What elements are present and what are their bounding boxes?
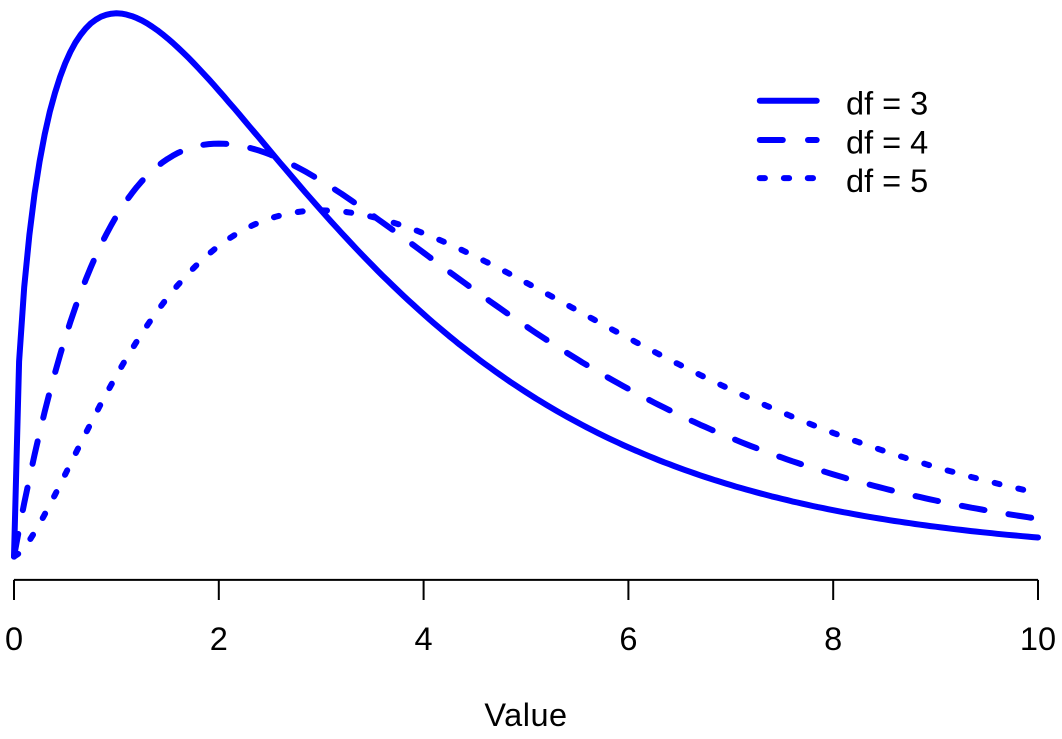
svg-text:8: 8 [824,621,842,657]
svg-text:df = 4: df = 4 [846,125,928,161]
svg-text:2: 2 [210,621,228,657]
svg-text:Value: Value [484,697,567,733]
svg-text:10: 10 [1020,621,1056,657]
svg-text:df = 5: df = 5 [846,163,928,199]
svg-text:6: 6 [619,621,637,657]
svg-text:4: 4 [415,621,433,657]
svg-text:0: 0 [5,621,23,657]
svg-text:df = 3: df = 3 [846,85,928,121]
